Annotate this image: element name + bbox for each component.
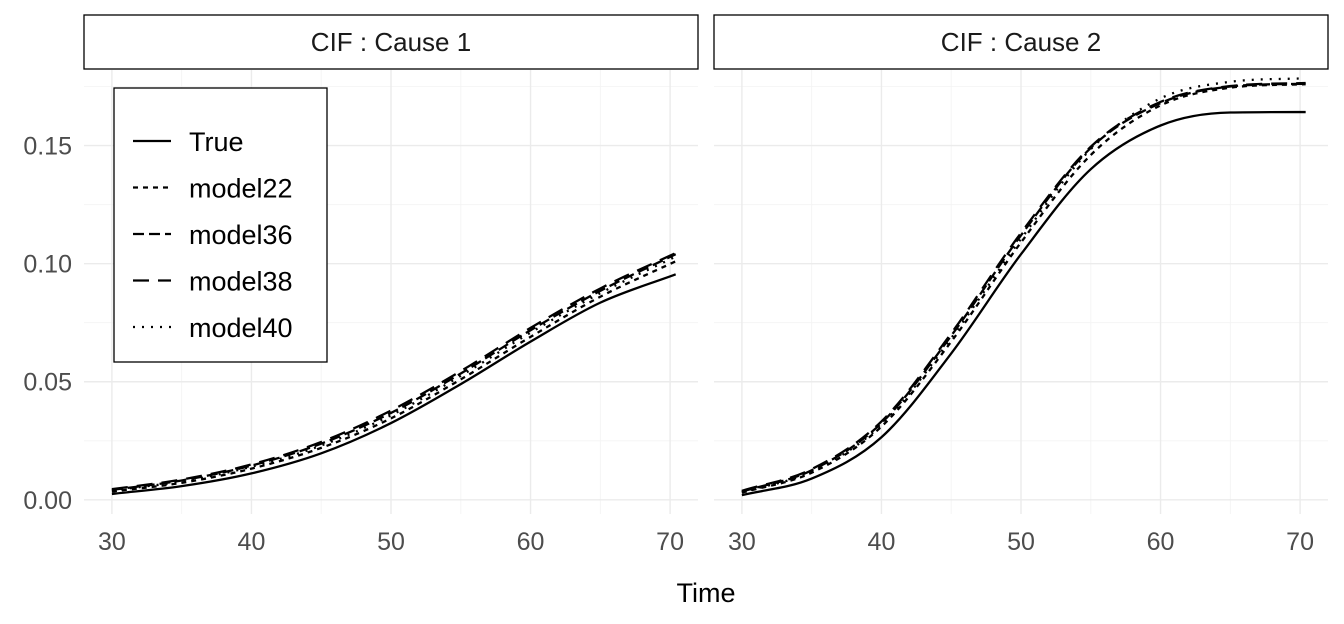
panels-layer: CIF : Cause 1 30 40 50 60 70 0.00 0.05 0.10 0.15 C… <box>23 14 1329 556</box>
x-tick-label: 70 <box>656 528 684 556</box>
facet-strip <box>713 14 1329 70</box>
legend-label: model38 <box>189 267 293 297</box>
x-tick-label: 30 <box>728 528 756 556</box>
x-tick-label: 40 <box>868 528 896 556</box>
series-line-model36 <box>111 253 677 492</box>
series-line-model40 <box>741 77 1306 494</box>
x-tick-label: 70 <box>1286 528 1314 556</box>
legend-label: model40 <box>189 313 293 343</box>
series-line-true <box>111 273 677 496</box>
x-tick-label: 50 <box>377 528 405 556</box>
grid <box>714 70 1328 514</box>
series-line-model22 <box>111 260 677 493</box>
legend-label: model36 <box>189 220 293 250</box>
legend-label: True <box>189 127 244 157</box>
facet-strip-label: CIF : Cause 1 <box>311 27 471 57</box>
series-lines <box>111 251 677 496</box>
y-tick-label: 0.00 <box>23 487 72 515</box>
y-tick-label: 0.10 <box>23 251 72 279</box>
y-tick-label: 0.15 <box>23 133 72 161</box>
x-tick-label: 50 <box>1007 528 1035 556</box>
y-tick-label: 0.05 <box>23 369 72 397</box>
legend-box <box>113 87 328 363</box>
series-lines <box>741 77 1306 497</box>
facet-strip-label: CIF : Cause 2 <box>941 27 1101 57</box>
legend-items: True model22 model36 model38 model40 <box>133 127 293 343</box>
x-tick-label: 60 <box>517 528 545 556</box>
x-tick-label: 60 <box>1147 528 1175 556</box>
series-line-model38 <box>741 81 1306 492</box>
legend: True model22 model36 model38 model40 <box>113 87 328 363</box>
x-tick-label: 30 <box>98 528 126 556</box>
series-line-model22 <box>741 83 1306 494</box>
x-axis-title: Time <box>677 578 736 608</box>
series-line-true <box>741 110 1306 497</box>
facet-strip <box>83 14 699 70</box>
panel-2: CIF : Cause 2 30 40 50 60 70 <box>713 14 1329 556</box>
x-tick-label: 40 <box>238 528 266 556</box>
legend-label: model22 <box>189 174 293 204</box>
